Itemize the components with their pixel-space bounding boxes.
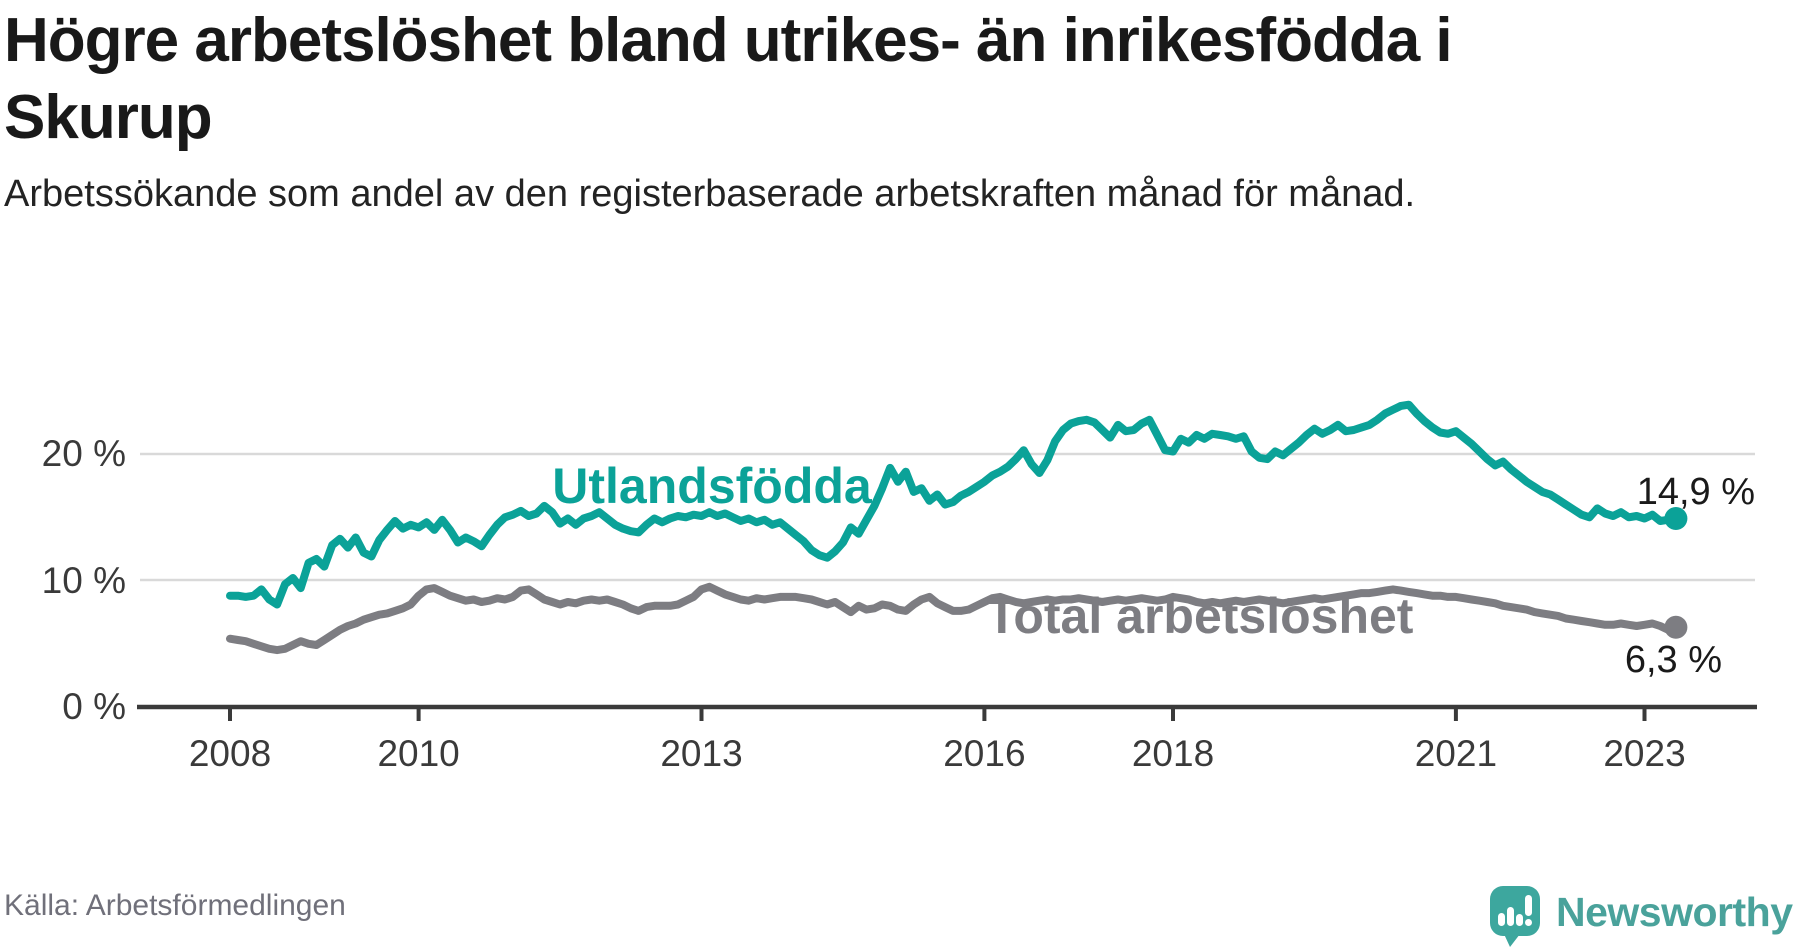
logo-exclamation-icon (1525, 895, 1532, 916)
source-note: Källa: Arbetsförmedlingen (4, 889, 346, 922)
utlandsfodda-line (226, 400, 1680, 609)
newsworthy-logo-icon (1490, 886, 1540, 936)
logo-bar-icon (1507, 907, 1514, 926)
x-axis-tick-label: 2016 (943, 733, 1026, 774)
total-arbetsloshet-end-value-label: 6,3 % (1624, 639, 1722, 681)
page-title: Högre arbetslöshet bland utrikes- än inr… (4, 6, 1453, 152)
logo-speech-tail (1504, 934, 1520, 947)
x-axis-tick-label: 2021 (1414, 733, 1498, 774)
utlandsfodda-series-label: Utlandsfödda (552, 458, 872, 514)
x-axis-tick-label: 2008 (188, 733, 272, 774)
x-axis-tick-label: 2018 (1131, 733, 1215, 774)
utlandsfodda-end-dot (1664, 507, 1688, 530)
x-axis-tick-label: 2013 (660, 733, 743, 774)
logo-exclamation-dot-icon (1525, 919, 1532, 926)
logo-bar-icon (1498, 913, 1505, 926)
x-axis-tick-label: 2010 (377, 733, 460, 774)
page-subtitle: Arbetssökande som andel av den registerb… (4, 173, 1416, 215)
x-axis-tick-label: 2023 (1603, 733, 1686, 774)
newsworthy-logo: Newsworthy (1490, 884, 1800, 947)
total-arbetsloshet-line (226, 582, 1680, 655)
newsworthy-wordmark: Newsworthy (1556, 889, 1793, 935)
y-axis-tick-label: 10 % (41, 559, 126, 601)
y-axis-tick-label: 0 % (62, 686, 126, 727)
utlandsfodda-end-value-label: 14,9 % (1636, 471, 1755, 513)
y-axis-tick-label: 20 % (41, 433, 126, 474)
total-arbetsloshet-end-dot (1664, 615, 1688, 639)
total-arbetsloshet-series-label: Total arbetslöshet (986, 588, 1414, 644)
x-axis-ticks (228, 705, 1647, 721)
logo-bar-icon (1516, 914, 1523, 926)
